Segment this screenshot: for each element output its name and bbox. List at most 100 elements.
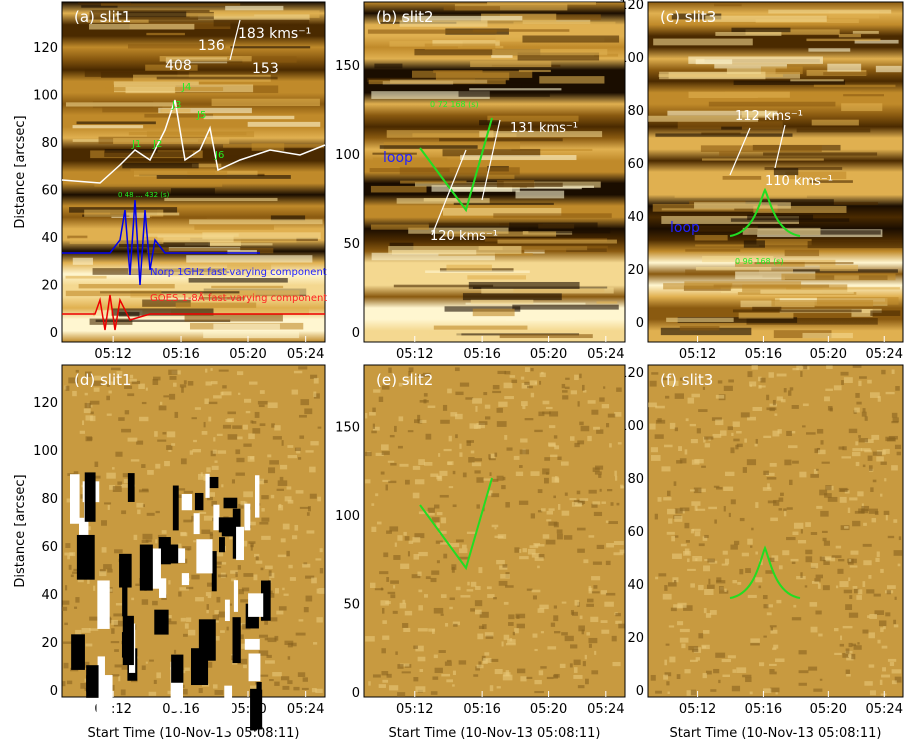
texture	[142, 299, 191, 307]
texture	[187, 381, 194, 386]
texture	[387, 460, 395, 463]
texture	[667, 508, 676, 515]
texture	[677, 121, 783, 129]
texture	[687, 558, 690, 563]
texture	[702, 255, 774, 263]
texture	[478, 421, 488, 425]
texture	[299, 435, 305, 439]
texture	[77, 578, 84, 583]
texture	[230, 46, 311, 49]
texture	[122, 583, 128, 617]
texture	[466, 440, 475, 443]
y-tick-label: 80	[41, 136, 58, 151]
texture	[893, 550, 903, 556]
texture	[858, 435, 861, 438]
texture	[649, 380, 657, 387]
texture	[216, 596, 221, 603]
texture	[891, 465, 898, 471]
texture	[891, 369, 895, 374]
texture	[539, 372, 546, 378]
texture	[173, 649, 177, 654]
texture	[851, 653, 856, 660]
texture	[448, 486, 454, 489]
texture	[381, 451, 390, 455]
texture	[121, 664, 129, 670]
texture	[402, 623, 409, 628]
texture	[389, 526, 399, 532]
texture	[316, 588, 319, 594]
texture	[439, 542, 450, 545]
texture	[690, 583, 695, 588]
texture	[255, 478, 265, 485]
texture	[823, 540, 831, 546]
texture	[317, 496, 321, 502]
texture	[146, 512, 155, 516]
texture	[145, 387, 148, 391]
texture	[467, 581, 470, 586]
texture	[70, 474, 80, 524]
texture	[873, 593, 881, 597]
texture	[298, 414, 307, 418]
texture	[213, 395, 222, 399]
texture	[151, 216, 207, 219]
texture	[319, 568, 324, 574]
texture	[446, 182, 563, 187]
texture	[677, 621, 684, 626]
texture	[372, 674, 381, 678]
texture	[237, 436, 243, 440]
texture	[452, 684, 455, 687]
texture	[146, 32, 185, 36]
texture	[400, 563, 410, 569]
texture	[175, 302, 257, 308]
texture	[883, 626, 886, 630]
texture	[805, 522, 811, 527]
texture	[733, 80, 846, 85]
texture	[615, 613, 621, 617]
texture	[207, 595, 212, 599]
texture	[215, 636, 220, 641]
texture	[745, 29, 840, 35]
texture	[174, 411, 179, 418]
texture	[281, 440, 284, 446]
texture	[838, 558, 845, 562]
texture	[186, 255, 313, 263]
texture	[664, 585, 668, 591]
texture	[852, 448, 862, 452]
texture	[877, 396, 881, 402]
texture	[72, 390, 77, 397]
texture	[181, 386, 184, 393]
texture	[452, 670, 456, 676]
texture	[564, 492, 568, 496]
x-tick-label: 05:20	[810, 347, 847, 362]
texture	[755, 438, 758, 444]
texture	[867, 455, 873, 461]
texture	[588, 489, 597, 494]
texture	[235, 571, 238, 577]
texture	[612, 661, 621, 667]
texture	[423, 594, 428, 598]
texture	[81, 627, 91, 633]
texture	[287, 680, 293, 685]
texture	[115, 451, 123, 457]
texture	[564, 635, 574, 642]
texture	[462, 293, 562, 301]
texture	[148, 691, 157, 696]
texture	[701, 465, 706, 468]
texture	[244, 501, 248, 504]
texture	[243, 491, 253, 498]
texture	[255, 556, 259, 561]
texture	[458, 90, 550, 97]
texture	[581, 629, 585, 635]
texture	[168, 449, 172, 452]
texture	[272, 672, 282, 677]
texture	[579, 373, 582, 379]
texture	[154, 609, 169, 635]
texture	[437, 475, 443, 482]
texture	[708, 578, 711, 585]
texture	[515, 613, 526, 619]
texture	[526, 588, 533, 591]
texture	[241, 643, 248, 649]
texture	[227, 418, 234, 423]
texture	[417, 414, 421, 421]
texture	[225, 5, 284, 11]
